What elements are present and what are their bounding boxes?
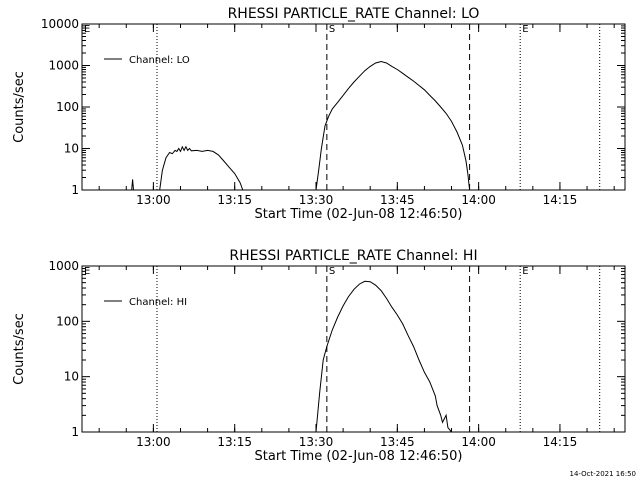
chart-title: RHESSI PARTICLE_RATE Channel: LO [228, 6, 480, 22]
chart-title: RHESSI PARTICLE_RATE Channel: HI [229, 248, 477, 264]
y-tick-label: 1 [71, 425, 79, 439]
legend-label: Channel: HI [129, 297, 187, 308]
marker-label: E [522, 24, 528, 35]
y-axis-label: Counts/sec [12, 313, 27, 385]
marker-label: S [329, 24, 335, 35]
x-tick-label: 14:15 [543, 193, 578, 207]
y-tick-label: 100 [56, 314, 79, 328]
y-tick-label: 1000 [48, 259, 79, 273]
marker-label: E [84, 24, 90, 35]
y-tick-label: 10 [64, 370, 79, 384]
legend-label: Channel: LO [129, 55, 190, 66]
x-tick-label: 13:45 [380, 193, 415, 207]
x-tick-label: 14:15 [543, 435, 578, 449]
x-axis-label: Start Time (02-Jun-08 12:46:50) [255, 449, 463, 464]
x-tick-label: 13:00 [136, 435, 171, 449]
panel-lo: RHESSI PARTICLE_RATE Channel: LO 13:00 13:… [12, 6, 626, 222]
series-line [131, 60, 471, 191]
x-tick-label: 13:30 [299, 193, 334, 207]
panel-hi: RHESSI PARTICLE_RATE Channel: HI 13:00 13:… [12, 248, 626, 464]
y-tick-label: 100 [56, 100, 79, 114]
x-tick-label: 14:00 [461, 435, 496, 449]
y-tick-label: 1 [71, 183, 79, 197]
y-tick-label: 10000 [41, 17, 79, 31]
x-tick-label: 13:15 [217, 193, 252, 207]
marker-label: S [329, 266, 335, 277]
y-tick-label: 1000 [48, 59, 79, 73]
marker-label: E [84, 266, 90, 277]
y-axis-label: Counts/sec [12, 71, 27, 143]
series-line [315, 280, 452, 433]
x-axis-label: Start Time (02-Jun-08 12:46:50) [255, 207, 463, 222]
x-tick-label: 14:00 [461, 193, 496, 207]
y-tick-label: 10 [64, 142, 79, 156]
x-tick-label: 13:30 [299, 435, 334, 449]
footer-timestamp: 14-Oct-2021 16:50 [570, 470, 636, 478]
x-tick-label: 13:00 [136, 193, 171, 207]
marker-label: E [522, 266, 528, 277]
x-tick-label: 13:15 [217, 435, 252, 449]
x-tick-label: 13:45 [380, 435, 415, 449]
plot-frame [81, 265, 626, 433]
